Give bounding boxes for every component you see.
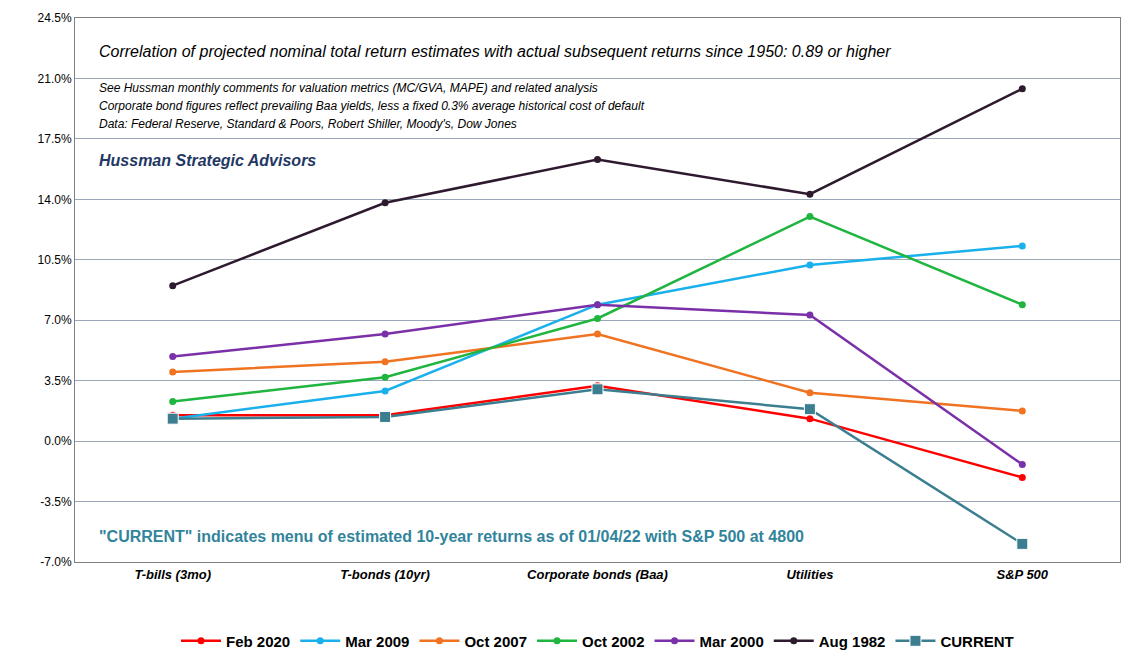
svg-text:"CURRENT" indicates menu of es: "CURRENT" indicates menu of estimated 10… <box>99 528 804 545</box>
svg-text:Aug 1982: Aug 1982 <box>819 633 886 650</box>
svg-text:7.0%: 7.0% <box>44 313 72 327</box>
svg-text:T-bills (3mo): T-bills (3mo) <box>134 567 211 582</box>
svg-text:See Hussman monthly comments f: See Hussman monthly comments for valuati… <box>99 81 598 95</box>
svg-text:0.0%: 0.0% <box>44 434 72 448</box>
svg-text:14.0%: 14.0% <box>38 193 72 207</box>
svg-text:Utilities: Utilities <box>786 567 833 582</box>
svg-text:Oct 2007: Oct 2007 <box>464 633 527 650</box>
svg-text:Corporate bond figures reflect: Corporate bond figures reflect prevailin… <box>99 99 645 113</box>
svg-text:Mar 2009: Mar 2009 <box>345 633 409 650</box>
svg-text:-3.5%: -3.5% <box>40 495 72 509</box>
svg-text:Hussman Strategic Advisors: Hussman Strategic Advisors <box>99 152 316 169</box>
svg-text:T-bonds (10yr): T-bonds (10yr) <box>340 567 430 582</box>
svg-text:Mar 2000: Mar 2000 <box>700 633 764 650</box>
svg-text:Oct 2002: Oct 2002 <box>582 633 645 650</box>
svg-text:Feb 2020: Feb 2020 <box>226 633 290 650</box>
svg-text:S&P 500: S&P 500 <box>997 567 1049 582</box>
svg-text:Corporate bonds (Baa): Corporate bonds (Baa) <box>527 567 668 582</box>
svg-text:3.5%: 3.5% <box>44 374 72 388</box>
svg-text:Data: Federal Reserve, Standar: Data: Federal Reserve, Standard & Poors,… <box>99 117 517 131</box>
svg-text:Correlation of projected nomin: Correlation of projected nominal total r… <box>99 43 891 60</box>
svg-text:24.5%: 24.5% <box>38 11 72 25</box>
svg-text:CURRENT: CURRENT <box>940 633 1013 650</box>
svg-text:-7.0%: -7.0% <box>40 555 72 569</box>
svg-text:21.0%: 21.0% <box>38 72 72 86</box>
svg-text:17.5%: 17.5% <box>38 132 72 146</box>
svg-text:10.5%: 10.5% <box>38 253 72 267</box>
